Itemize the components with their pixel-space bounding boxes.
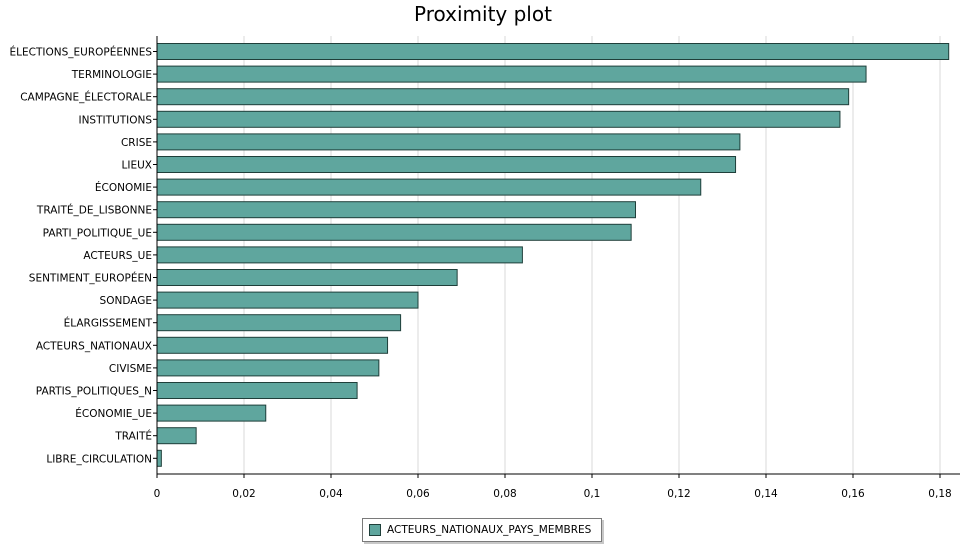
category-label-0: ÉLECTIONS_EUROPÉENNES: [10, 46, 153, 59]
bar-9: [156, 246, 523, 264]
bar-8: [156, 223, 632, 241]
chart-title: Proximity plot: [414, 2, 552, 26]
bar-13: [156, 336, 389, 354]
category-label-4: CRISE: [121, 137, 152, 149]
bar-1: [156, 65, 867, 83]
category-label-12: ÉLARGISSEMENT: [64, 317, 153, 330]
axes: [156, 36, 960, 475]
category-label-16: ÉCONOMIE_UE: [75, 407, 152, 420]
x-tick-label-3: 0,06: [406, 488, 430, 500]
category-label-6: ÉCONOMIE: [95, 181, 152, 194]
category-label-9: ACTEURS_UE: [83, 250, 152, 262]
bar-4: [156, 133, 741, 151]
category-labels: ÉLECTIONS_EUROPÉENNES TERMINOLOGIE CAMPAGN…: [10, 46, 153, 466]
legend-entry: ACTEURS_NATIONAUX_PAYS_MEMBRES: [387, 524, 592, 536]
category-label-18: LIBRE_CIRCULATION: [46, 453, 152, 465]
legend-swatch: [369, 524, 381, 536]
category-label-7: TRAITÉ_DE_LISBONNE: [36, 204, 152, 217]
bars: [153, 43, 950, 467]
bar-0: [156, 43, 950, 60]
bar-16: [156, 404, 267, 422]
x-tick-label-5: 0,1: [584, 488, 601, 500]
category-label-10: SENTIMENT_EUROPÉEN: [29, 272, 152, 285]
category-label-1: TERMINOLOGIE: [71, 69, 152, 81]
bar-2: [156, 88, 850, 106]
category-label-8: PARTI_POLITIQUE_UE: [43, 227, 152, 239]
x-tick-labels: 0 0,02 0,04 0,06 0,08 0,1 0,12 0,14 0,16 0,18: [154, 474, 952, 500]
x-tick-label-2: 0,04: [319, 488, 343, 500]
x-tick-label-9: 0,18: [928, 488, 951, 500]
x-tick-label-7: 0,14: [754, 488, 778, 500]
bar-15: [156, 382, 358, 399]
category-label-15: PARTIS_POLITIQUES_N: [36, 386, 152, 398]
legend: ACTEURS_NATIONAUX_PAYS_MEMBRES: [362, 518, 603, 542]
category-label-2: CAMPAGNE_ÉLECTORALE: [20, 91, 152, 104]
bar-5: [156, 156, 737, 173]
x-tick-label-0: 0: [154, 488, 161, 500]
bar-12: [156, 314, 402, 332]
x-tick-label-6: 0,12: [667, 488, 690, 500]
category-label-13: ACTEURS_NATIONAUX: [36, 340, 152, 352]
category-label-3: INSTITUTIONS: [78, 114, 152, 126]
bar-7: [156, 201, 636, 219]
x-tick-label-1: 0,02: [232, 488, 255, 500]
category-label-17: TRAITÉ: [114, 430, 152, 443]
x-tick-label-8: 0,16: [841, 488, 865, 500]
bar-17: [156, 427, 197, 445]
x-tick-label-4: 0,08: [493, 488, 516, 500]
bar-10: [156, 269, 458, 286]
category-label-11: SONDAGE: [100, 295, 152, 307]
category-label-14: CIVISME: [109, 363, 152, 375]
bar-6: [156, 178, 702, 196]
bar-11: [156, 291, 419, 309]
category-label-5: LIEUX: [122, 160, 152, 172]
bar-3: [156, 110, 841, 128]
bar-18: [156, 449, 162, 467]
bar-14: [156, 359, 380, 377]
